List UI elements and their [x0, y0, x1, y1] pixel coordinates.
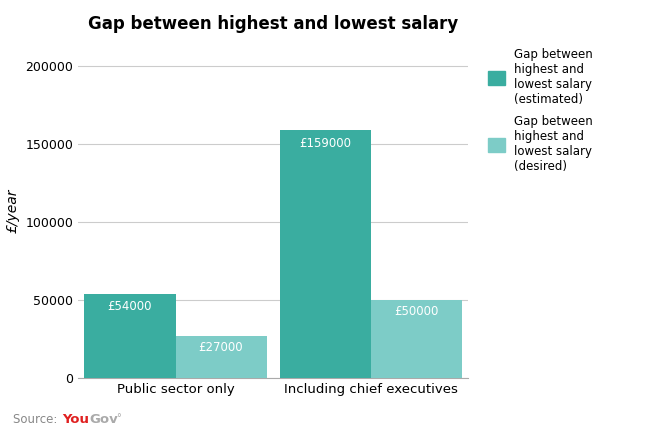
Text: Gov: Gov [90, 413, 118, 426]
Bar [370, 301, 461, 378]
Bar [84, 294, 176, 378]
Text: You: You [62, 413, 89, 426]
Legend: Gap between
highest and
lowest salary
(estimated), Gap between
highest and
lowes: Gap between highest and lowest salary (e… [484, 43, 598, 178]
Text: £50000: £50000 [394, 305, 438, 318]
Text: °: ° [116, 413, 120, 423]
Bar [176, 336, 266, 378]
Y-axis label: £/year: £/year [6, 188, 20, 233]
Bar [280, 130, 370, 378]
Text: £159000: £159000 [299, 137, 351, 150]
Text: £54000: £54000 [108, 301, 152, 313]
Title: Gap between highest and lowest salary: Gap between highest and lowest salary [88, 15, 458, 33]
Text: £27000: £27000 [199, 341, 243, 354]
Text: Source:: Source: [13, 413, 61, 426]
